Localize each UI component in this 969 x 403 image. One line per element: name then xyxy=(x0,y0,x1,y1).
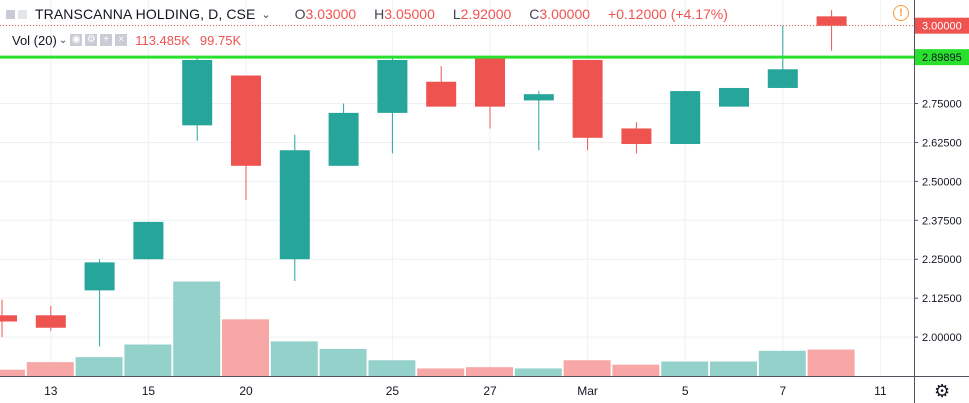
candle-body xyxy=(767,69,798,88)
candle-body xyxy=(621,128,652,145)
high-value: 3.05000 xyxy=(384,6,435,22)
candle-body xyxy=(84,262,115,291)
candle-body xyxy=(328,112,359,166)
chevron-down-icon[interactable]: ⌄ xyxy=(58,34,68,46)
candle-body xyxy=(35,315,66,328)
volume-bar xyxy=(466,367,513,376)
candle-body xyxy=(475,56,505,107)
horizontal-line-tag xyxy=(915,49,969,66)
last-price-tag xyxy=(915,17,969,34)
candle-body xyxy=(182,59,213,126)
last-price-label: 3.00000 xyxy=(922,21,962,33)
candle-body xyxy=(133,221,164,260)
add-icon[interactable]: + xyxy=(100,34,113,46)
y-tick-label: 2.62500 xyxy=(922,137,962,149)
volume-bar xyxy=(612,364,660,376)
eye-icon[interactable]: ◉ xyxy=(70,34,83,46)
open-value: 3.03000 xyxy=(305,6,357,22)
settings-gear-icon[interactable]: ⚙ xyxy=(934,381,951,401)
candle-body xyxy=(523,94,554,101)
volume-bar xyxy=(368,360,416,376)
y-tick-label: 2.25000 xyxy=(922,254,962,266)
candle-body xyxy=(816,16,847,26)
volume-bar xyxy=(563,360,611,376)
volume-bar xyxy=(514,368,562,376)
candle-body xyxy=(0,315,17,322)
remove-icon[interactable]: × xyxy=(115,34,128,46)
volume-bar xyxy=(270,341,318,376)
y-tick-label: 2.00000 xyxy=(922,332,962,344)
chevron-down-icon[interactable]: ⌄ xyxy=(261,8,271,21)
candle-body xyxy=(426,81,457,107)
volume-bar xyxy=(26,362,74,376)
candle-body xyxy=(279,150,310,260)
y-tick-label: 2.50000 xyxy=(922,176,962,188)
volume-bar xyxy=(319,348,367,376)
volume-bar xyxy=(758,350,806,376)
candle-body xyxy=(670,91,701,145)
change-value: +0.12000 (+4.17%) xyxy=(608,6,728,22)
volume-bar xyxy=(661,361,709,376)
collapse-square-icon[interactable] xyxy=(6,9,15,19)
volume-bar xyxy=(222,319,269,376)
volume-bar xyxy=(417,368,465,376)
volume-value: 113.485K xyxy=(135,32,190,48)
x-tick-label: 27 xyxy=(483,384,497,398)
y-tick-label: 2.37500 xyxy=(922,215,962,227)
horizontal-line-label: 2.89895 xyxy=(922,52,962,64)
candle-body xyxy=(572,59,603,138)
low-value: 2.92000 xyxy=(460,6,512,22)
volume-bar xyxy=(173,281,221,376)
y-tick-label: 2.12500 xyxy=(922,293,962,305)
x-tick-label: 20 xyxy=(239,384,253,398)
volume-ma-value: 99.75K xyxy=(199,32,242,48)
volume-bar xyxy=(807,349,855,376)
close-value: 3.00000 xyxy=(539,6,591,22)
x-tick-label: 5 xyxy=(682,384,689,398)
symbol-header: TRANSCANNA HOLDING, D, CSE ⌄ O3.03000 H3… xyxy=(0,0,900,28)
expand-square-icon[interactable] xyxy=(18,9,27,19)
volume-bar xyxy=(0,369,25,376)
volume-legend: Vol (20) ⌄ ◉ ⚙ + × 113.485K 99.75K xyxy=(0,30,241,50)
volume-bar xyxy=(75,357,123,376)
x-tick-label: 7 xyxy=(779,384,786,398)
volume-indicator-name[interactable]: Vol (20) xyxy=(12,32,57,48)
candle-body xyxy=(231,75,261,166)
symbol-title[interactable]: TRANSCANNA HOLDING, D, CSE xyxy=(35,6,256,22)
x-tick-label: Mar xyxy=(577,384,598,398)
ohlc-values: O3.03000 H3.05000 L2.92000 C3.00000 +0.1… xyxy=(294,6,728,22)
x-tick-label: 15 xyxy=(142,384,156,398)
settings-icon[interactable]: ⚙ xyxy=(85,34,98,46)
x-tick-label: 25 xyxy=(386,384,400,398)
volume-bar xyxy=(710,361,757,376)
warning-icon[interactable]: ! xyxy=(893,5,909,21)
candle-body xyxy=(377,59,408,113)
volume-bar xyxy=(124,344,172,376)
candle-body xyxy=(719,87,749,107)
y-tick-label: 2.75000 xyxy=(922,99,962,111)
x-tick-label: 11 xyxy=(874,384,887,398)
x-tick-label: 13 xyxy=(44,384,58,398)
